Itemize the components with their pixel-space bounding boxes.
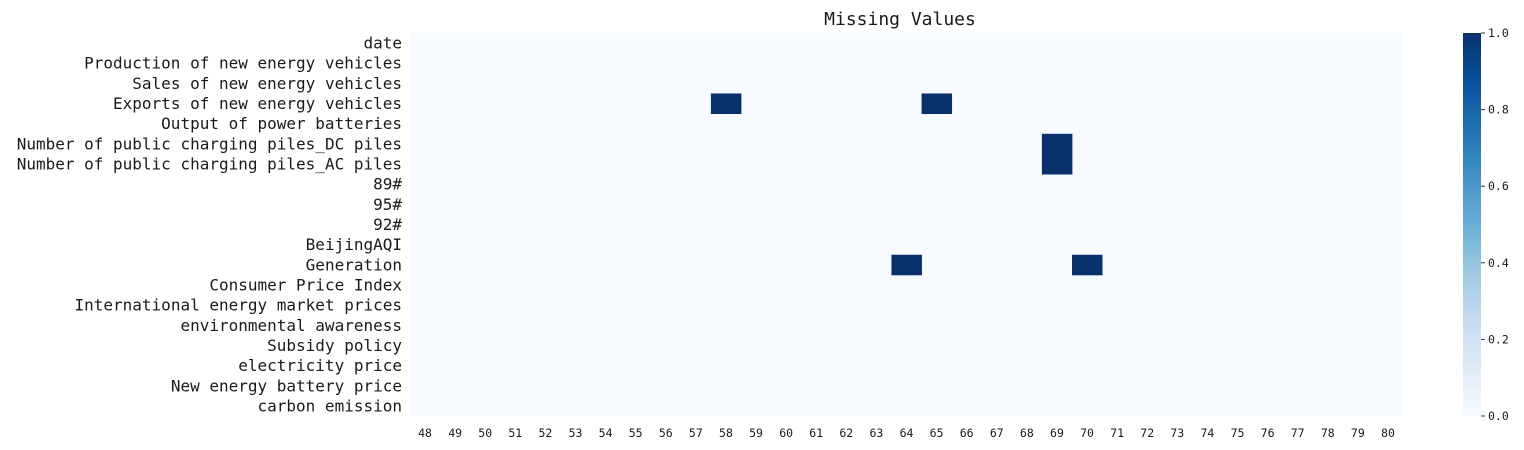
column-label: 56 — [659, 426, 673, 440]
row-label: 95# — [373, 195, 402, 214]
column-label: 78 — [1321, 426, 1335, 440]
column-label: 54 — [599, 426, 613, 440]
row-label: Exports of new energy vehicles — [113, 94, 402, 113]
row-label: Generation — [306, 255, 402, 274]
missing-cell — [1041, 133, 1073, 155]
column-label: 52 — [538, 426, 552, 440]
missing-cell — [921, 93, 953, 115]
colorbar-tick-label: 0.8 — [1488, 103, 1509, 117]
chart-title: Missing Values — [824, 9, 976, 30]
row-label: date — [363, 34, 402, 53]
row-label: Subsidy policy — [267, 336, 402, 355]
row-label: Number of public charging piles_DC piles — [17, 134, 402, 153]
row-label: environmental awareness — [180, 316, 402, 335]
row-label: New energy battery price — [171, 376, 402, 395]
column-label: 57 — [689, 426, 703, 440]
colorbar-tick-label: 0.0 — [1488, 409, 1509, 423]
colorbar-tick-label: 1.0 — [1488, 26, 1509, 40]
missing-cell — [1041, 153, 1073, 175]
column-label: 63 — [869, 426, 883, 440]
column-label: 73 — [1170, 426, 1184, 440]
heatmap-background — [410, 33, 1403, 416]
column-label: 65 — [930, 426, 944, 440]
column-label: 60 — [779, 426, 793, 440]
column-label: 50 — [478, 426, 492, 440]
column-label: 79 — [1351, 426, 1365, 440]
row-label: Output of power batteries — [161, 114, 402, 133]
column-label: 68 — [1020, 426, 1034, 440]
column-label: 66 — [960, 426, 974, 440]
column-label: 80 — [1381, 426, 1395, 440]
missing-cell — [891, 254, 922, 276]
colorbar-tick-label: 0.6 — [1488, 179, 1509, 193]
colorbar-ticks: 0.0 0.2 0.4 0.6 0.8 1.0 — [1481, 26, 1509, 423]
row-label: carbon emission — [258, 396, 403, 415]
column-label: 74 — [1200, 426, 1214, 440]
column-label: 76 — [1261, 426, 1275, 440]
column-label: 51 — [508, 426, 522, 440]
row-label: electricity price — [238, 356, 402, 375]
column-label: 77 — [1291, 426, 1305, 440]
row-label: International energy market prices — [74, 296, 402, 315]
row-label: Consumer Price Index — [209, 275, 402, 294]
column-label: 53 — [569, 426, 583, 440]
row-label: Number of public charging piles_AC piles — [17, 155, 402, 174]
row-label: 92# — [373, 215, 402, 234]
column-label: 71 — [1110, 426, 1124, 440]
heatmap-cells — [710, 93, 1103, 276]
row-label: 89# — [373, 175, 402, 194]
column-label: 59 — [749, 426, 763, 440]
column-label: 70 — [1080, 426, 1094, 440]
column-label: 64 — [900, 426, 914, 440]
column-label: 67 — [990, 426, 1004, 440]
missing-cell — [710, 93, 742, 115]
colorbar: 0.0 0.2 0.4 0.6 0.8 1.0 — [1463, 26, 1509, 423]
colorbar-tick-label: 0.2 — [1488, 332, 1509, 346]
column-label: 55 — [629, 426, 643, 440]
row-label: BeijingAQI — [306, 235, 402, 254]
column-label: 48 — [418, 426, 432, 440]
row-label: Production of new energy vehicles — [84, 54, 402, 73]
row-label: Sales of new energy vehicles — [132, 74, 402, 93]
column-label: 75 — [1231, 426, 1245, 440]
column-label: 69 — [1050, 426, 1064, 440]
colorbar-gradient — [1463, 33, 1481, 416]
column-label: 58 — [719, 426, 733, 440]
colorbar-tick-label: 0.4 — [1488, 256, 1509, 270]
column-label: 61 — [809, 426, 823, 440]
column-label: 49 — [448, 426, 462, 440]
column-label: 72 — [1140, 426, 1154, 440]
missing-cell — [1072, 254, 1103, 276]
column-labels: 48 49 50 51 52 53 54 55 56 57 58 59 60 61 62 63 64 65 66 67… — [418, 426, 1395, 440]
column-label: 62 — [839, 426, 853, 440]
